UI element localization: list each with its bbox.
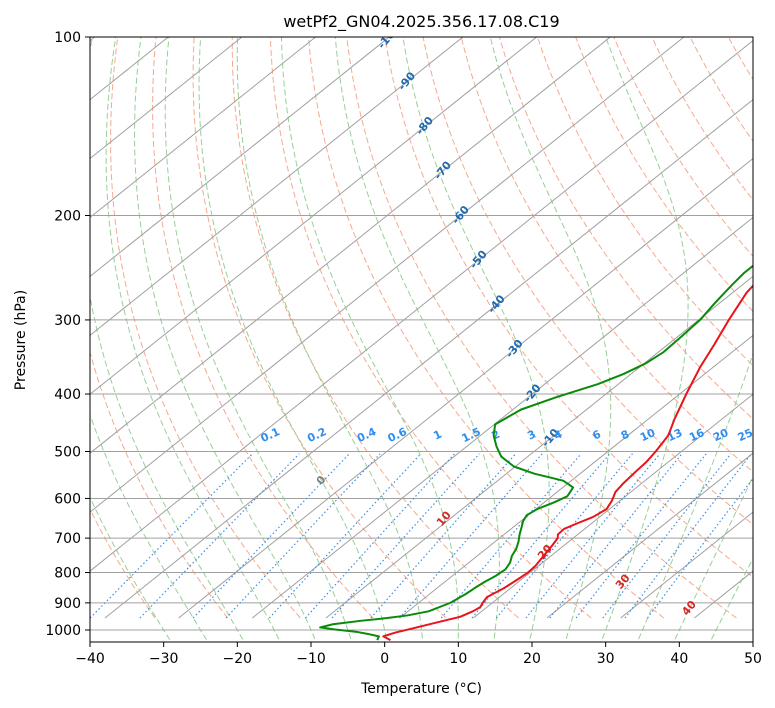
moist-adiabat [236,37,424,642]
mixing-ratio-label: 30 [756,426,775,444]
moist-adiabat [709,557,753,642]
isotherm-line [768,37,775,618]
dry-adiabat [192,37,447,619]
isotherm-line [90,37,464,336]
moist-adiabat [673,475,753,642]
mixing-ratio-line [440,453,582,619]
dry-adiabat [766,37,775,618]
dry-adiabat [308,37,665,619]
isotherm-line [90,37,537,395]
y-tick-label: 400 [54,387,81,403]
axes: −40 −30 −20 −10 0 10 20 30 40 50 1000 900 800 700 600 5… [45,30,762,667]
moist-adiabat [90,496,172,642]
dry-adiabat [460,37,753,473]
mixing-ratio-line [139,453,300,619]
x-tick-label: 10 [449,651,467,667]
x-tick-label: 30 [597,651,615,667]
dry-adiabat [384,37,753,578]
temperature-profile [382,284,753,641]
y-tick-label: 100 [54,30,81,46]
isotherm-line [90,37,316,219]
x-tick-label: 40 [670,651,688,667]
moist-adiabat [334,37,500,642]
dry-adiabat [269,37,592,619]
dry-adiabat [346,37,737,619]
moist-adiabat [280,37,459,642]
chart-title: wetPf2_GN04.2025.356.17.08.C19 [283,12,559,32]
x-tick-label: −10 [296,651,326,667]
x-tick-label: 50 [744,651,762,667]
dry-adiabat [613,37,753,258]
x-axis-label: Temperature (°C) [360,681,482,697]
mixing-ratio-line [225,453,381,619]
dry-adiabat [152,37,374,619]
dry-adiabat [537,37,753,367]
y-tick-label: 800 [54,566,81,582]
y-axis-label: Pressure (hPa) [13,290,29,390]
mixing-ratio-label: 16 [687,426,707,444]
x-tick-label: 20 [523,651,541,667]
dewpoint-profile [319,217,753,641]
sounding-series [319,217,753,641]
dry-adiabat [231,37,519,619]
moist-adiabat [164,37,353,642]
y-tick-label: 300 [54,313,81,329]
moist-adiabat [105,37,281,642]
isotherm-line [252,216,753,619]
x-tick-label: −30 [149,651,179,667]
mixing-ratio-line [647,477,753,619]
y-tick-label: 500 [54,444,81,460]
x-tick-label: 0 [380,651,389,667]
dry-adiabat [90,508,156,619]
y-tick-label: 700 [54,531,81,547]
moist-adiabat [600,37,689,642]
mixing-ratio-line [268,453,422,619]
x-tick-label: −20 [223,651,253,667]
grid-lines [90,37,775,642]
mixing-ratio-line [192,453,350,619]
moist-adiabat [90,413,209,642]
mixing-ratio-label: 10 [638,426,658,444]
isotherm-line [90,37,611,454]
isotherm-line [90,37,243,160]
isotherm-line [620,511,753,619]
dry-adiabat [90,350,229,619]
moist-adiabat [90,37,245,642]
y-tick-label: 600 [54,491,81,507]
isotherm-line [178,157,753,619]
mixing-ratio-line [525,453,661,619]
moist-adiabat [134,37,317,642]
y-tick-label: 900 [54,596,81,612]
isotherm-line [90,37,390,278]
moist-adiabat [489,37,612,642]
moist-adiabat [402,37,550,642]
plot-frame [89,36,754,643]
mixing-ratio-label: 25 [736,426,755,444]
isotherm-line [90,40,753,572]
moist-adiabat [198,37,388,642]
y-tick-label: 1000 [45,623,81,639]
isotherm-line [546,452,753,619]
mixing-ratio-line [305,453,456,619]
mixing-ratio-line [549,453,683,619]
y-tick-label: 200 [54,209,81,225]
dry-adiabat [422,37,753,526]
isotherm-line [325,275,753,619]
isotherm-line [90,37,685,513]
isotherm-line [104,98,753,619]
moist-adiabat [636,352,753,642]
x-tick-label: −40 [75,651,105,667]
dry-adiabat [689,37,753,142]
isotherm-line [473,393,753,619]
isotherm-line [399,334,753,619]
mixing-ratio-line [331,453,480,619]
mixing-ratio-label: 20 [711,426,731,444]
mixing-ratio-line [90,453,253,619]
